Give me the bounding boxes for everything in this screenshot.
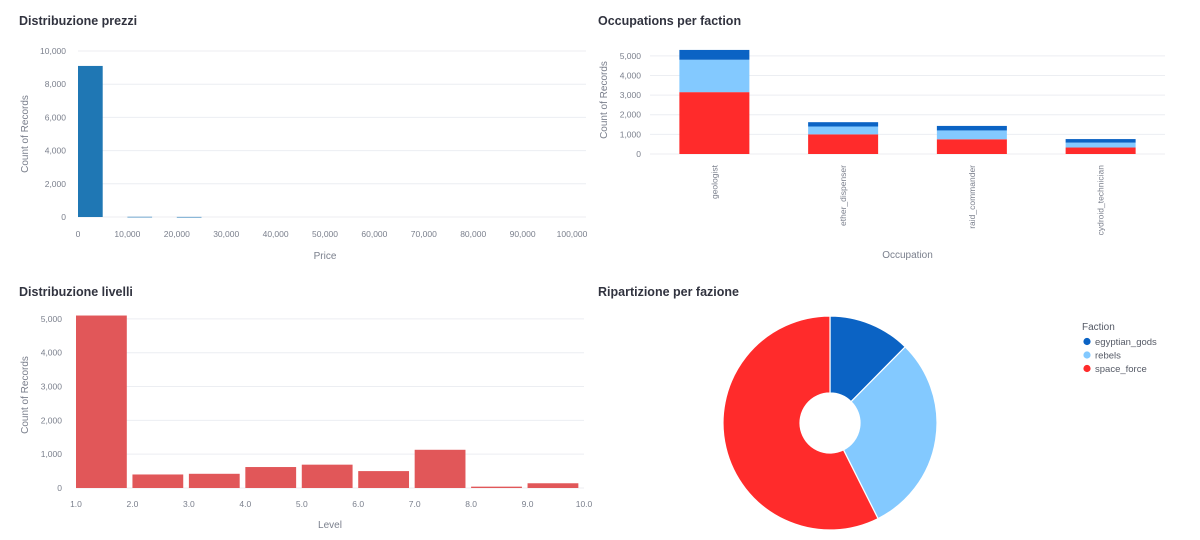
occupation-bar-segment-space_force: [679, 92, 750, 154]
faction-slice-rebels: [842, 346, 938, 520]
level-bar: [301, 464, 353, 488]
occupation-bar-segment-rebels: [936, 130, 1007, 140]
level-x-tick: 2.0: [127, 499, 139, 509]
occupation-bar-segment-space_force: [808, 134, 879, 154]
occupation-x-tick: raid_commander: [967, 165, 977, 229]
level-x-tick: 7.0: [409, 499, 421, 509]
occupation-x-axis-label: Occupation: [882, 250, 933, 261]
level-y-tick: 5,000: [41, 314, 63, 324]
price-y-tick: 0: [61, 212, 66, 222]
occupation-x-tick: geologist: [709, 164, 719, 199]
level-bar: [471, 486, 522, 488]
occupation-bar-segment-rebels: [1065, 142, 1136, 148]
price-y-tick: 2,000: [45, 179, 67, 189]
level-y-tick: 0: [57, 483, 62, 493]
occupation-y-tick: 0: [636, 149, 641, 159]
occupation-bar-segment-rebels: [808, 126, 879, 135]
faction-legend-title: Faction: [1082, 322, 1115, 333]
occupation-x-tick: ether_dispenser: [838, 165, 848, 226]
level-bar: [188, 473, 240, 488]
price-y-tick: 6,000: [45, 112, 67, 122]
level-y-tick: 1,000: [41, 449, 63, 459]
faction-pie-title: Ripartizione per fazione: [598, 285, 739, 299]
level-bar: [358, 471, 410, 488]
faction-legend-swatch: [1083, 337, 1091, 346]
level-x-tick: 6.0: [352, 499, 364, 509]
level-x-tick: 1.0: [70, 499, 82, 509]
level-x-tick: 3.0: [183, 499, 195, 509]
price-y-tick: 4,000: [45, 146, 67, 156]
faction-legend-swatch: [1083, 351, 1091, 359]
occupation-bar-segment-rebels: [679, 59, 750, 93]
level-x-tick: 8.0: [465, 499, 477, 509]
level-x-tick: 10.0: [576, 499, 593, 509]
price-x-tick: 60,000: [361, 229, 387, 239]
level-x-tick: 4.0: [239, 499, 251, 509]
price-x-tick: 100,000: [557, 229, 588, 239]
price-chart-title: Distribuzione prezzi: [19, 14, 138, 28]
occupation-bar-segment-egyptian_gods: [1065, 139, 1136, 143]
occupation-y-tick: 4,000: [620, 70, 642, 80]
level-x-tick: 9.0: [522, 499, 534, 509]
level-bar: [76, 315, 127, 488]
occupation-y-tick: 1,000: [620, 129, 642, 139]
price-x-tick: 80,000: [460, 229, 486, 239]
price-bar: [176, 216, 202, 218]
price-bar: [78, 65, 103, 217]
occupations-stacked-bar-chart: 0 1,000 2,000 3,000 4,000 5,000 geologist ether…: [599, 49, 1165, 261]
level-y-tick: 4,000: [41, 348, 63, 358]
level-y-axis-label: Count of Records: [20, 356, 31, 434]
price-x-tick: 30,000: [213, 229, 239, 239]
occupation-y-tick: 2,000: [620, 110, 642, 120]
price-x-tick: 10,000: [114, 229, 140, 239]
price-histogram: 0 2,000 4,000 6,000 8,000 10,000 0 10,000 20,000…: [20, 46, 588, 262]
occupation-bar-segment-space_force: [936, 139, 1007, 154]
price-x-tick: 0: [76, 229, 81, 239]
level-x-axis-label: Level: [318, 520, 342, 531]
occupation-bar-segment-egyptian_gods: [808, 122, 879, 127]
price-bar: [127, 216, 153, 218]
faction-legend-label: egyptian_gods: [1095, 337, 1157, 348]
occupation-y-axis-label: Count of Records: [599, 61, 610, 139]
level-bar: [132, 474, 184, 488]
level-y-tick: 2,000: [41, 415, 63, 425]
occupation-bar-segment-egyptian_gods: [936, 125, 1007, 131]
level-bar: [245, 467, 297, 488]
faction-slice-space_force: [722, 315, 879, 531]
price-x-tick: 50,000: [312, 229, 338, 239]
level-y-tick: 3,000: [41, 382, 63, 392]
price-y-tick: 10,000: [40, 46, 66, 56]
level-x-tick: 5.0: [296, 499, 308, 509]
faction-legend-label: rebels: [1095, 351, 1121, 362]
occupation-bar-segment-space_force: [1065, 147, 1136, 154]
faction-legend-swatch: [1083, 364, 1091, 373]
price-y-axis-label: Count of Records: [20, 95, 31, 173]
price-x-axis-label: Price: [314, 251, 337, 262]
price-y-tick: 8,000: [45, 79, 67, 89]
level-bar: [527, 483, 579, 488]
price-x-tick: 90,000: [510, 229, 536, 239]
level-histogram: 0 1,000 2,000 3,000 4,000 5,000 1.0 2.0 3.0 4.0 5.…: [20, 314, 593, 531]
level-bar: [414, 449, 466, 488]
price-x-tick: 20,000: [164, 229, 190, 239]
price-x-tick: 70,000: [411, 229, 437, 239]
levels-chart-title: Distribuzione livelli: [19, 285, 133, 299]
occupation-y-tick: 3,000: [620, 90, 642, 100]
faction-legend-label: space_force: [1095, 364, 1147, 375]
price-x-tick: 40,000: [263, 229, 289, 239]
occupation-bar-segment-egyptian_gods: [679, 49, 750, 60]
occupation-y-tick: 5,000: [620, 51, 642, 61]
occupation-x-tick: cydroid_technician: [1096, 165, 1106, 236]
occupations-chart-title: Occupations per faction: [598, 14, 742, 28]
